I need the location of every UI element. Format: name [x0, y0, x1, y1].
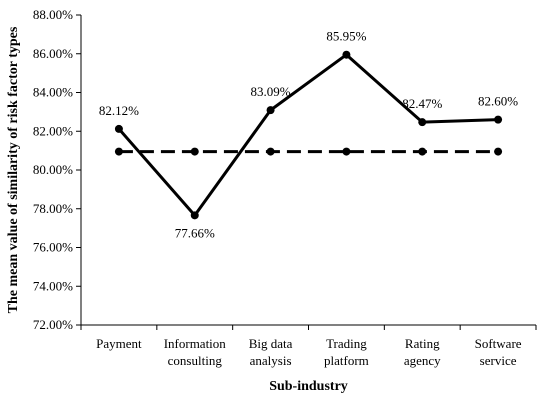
data-point — [494, 147, 503, 156]
data-label: 82.47% — [402, 96, 442, 111]
data-label: 77.66% — [175, 225, 215, 240]
data-point — [418, 118, 427, 127]
y-axis-ticks: 72.00% 74.00% 76.00% 78.00% 80.00% 82.00% 84.0… — [33, 7, 81, 332]
x-tick-label: Payment — [96, 336, 142, 351]
x-axis-title: Sub-industry — [269, 379, 348, 394]
y-tick-label: 72.00% — [33, 317, 73, 332]
x-tick-label: Big data analysis — [249, 336, 293, 368]
series-group: 82.12% 77.66% 83.09% 85.95% 82.47% 82.60% — [99, 29, 518, 241]
y-tick-label: 84.00% — [33, 85, 73, 100]
y-tick-label: 78.00% — [33, 201, 73, 216]
x-tick-label: Rating agency — [404, 336, 441, 368]
data-label: 83.09% — [251, 84, 291, 99]
x-tick-label: Information consulting — [164, 336, 227, 368]
data-label: 82.12% — [99, 103, 139, 118]
y-tick-label: 74.00% — [33, 278, 73, 293]
data-label: 82.60% — [478, 94, 518, 109]
data-point — [266, 106, 275, 115]
y-tick-label: 86.00% — [33, 46, 73, 61]
data-point — [418, 147, 427, 156]
y-tick-label: 80.00% — [33, 162, 73, 177]
data-label: 85.95% — [326, 29, 366, 44]
data-point — [494, 115, 503, 124]
y-tick-label: 76.00% — [33, 240, 73, 255]
y-axis-title: The mean value of similarity of risk fac… — [6, 26, 21, 313]
solid-series-line — [117, 53, 499, 217]
y-tick-label: 88.00% — [33, 7, 73, 22]
data-point — [114, 124, 123, 133]
x-tick-label: Software service — [475, 336, 522, 368]
y-tick-label: 82.00% — [33, 123, 73, 138]
data-point — [190, 211, 199, 220]
data-point — [342, 147, 351, 156]
data-point — [342, 50, 351, 59]
x-axis-ticks: Payment Information consulting Big data anal… — [80, 325, 537, 368]
data-point — [114, 147, 123, 156]
data-point — [266, 147, 275, 156]
x-tick-label: Trading platform — [324, 336, 369, 368]
data-point — [190, 147, 199, 156]
